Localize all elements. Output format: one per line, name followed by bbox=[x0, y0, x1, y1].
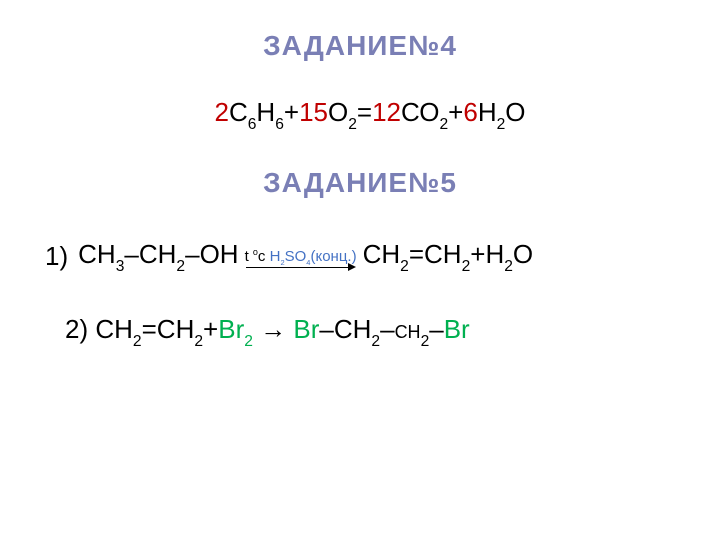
r3-dbl: = bbox=[142, 314, 157, 344]
r3-s2e: 2 bbox=[421, 333, 430, 350]
task-5-heading: ЗАДАНИЕ№5 bbox=[40, 167, 680, 199]
r3-ch2b: СН bbox=[157, 314, 195, 344]
r3-s2a: 2 bbox=[133, 333, 142, 350]
list-number-1: 1) bbox=[45, 241, 68, 272]
list-number-2: 2) bbox=[65, 314, 88, 344]
elem-C: С bbox=[229, 97, 248, 127]
reactant-block: СН3–СН2–ОН bbox=[78, 239, 238, 274]
elem-C2: С bbox=[401, 97, 419, 127]
reaction-arrow: t oc H2SO4(конц.) bbox=[245, 243, 357, 271]
sub-2a: 2 bbox=[348, 116, 357, 133]
ch3: СН bbox=[78, 239, 116, 269]
coef-12: 12 bbox=[372, 97, 401, 127]
r3-s2b: 2 bbox=[194, 333, 203, 350]
equation-combustion: 2С6Н6+15О2=12СО2+6Н2О bbox=[40, 97, 680, 132]
coef-6: 6 bbox=[463, 97, 477, 127]
elem-O: О bbox=[328, 97, 348, 127]
plus2: + bbox=[448, 97, 463, 127]
psub2b: 2 bbox=[400, 258, 409, 275]
dash2: – bbox=[185, 239, 199, 269]
arrow-line-icon bbox=[246, 263, 356, 271]
sub-3: 3 bbox=[116, 258, 125, 275]
pch2: СН bbox=[363, 239, 401, 269]
sub-2b: 2 bbox=[439, 116, 448, 133]
r3-ch2d: cн bbox=[395, 314, 421, 344]
sub-6b: 6 bbox=[275, 116, 284, 133]
r3-ch2c: СН bbox=[334, 314, 372, 344]
psub2c: 2 bbox=[462, 258, 471, 275]
pch2b: СН bbox=[424, 239, 462, 269]
coef-15: 15 bbox=[299, 97, 328, 127]
r3-s2c: 2 bbox=[244, 333, 253, 350]
sub-2c: 2 bbox=[497, 116, 506, 133]
r3-s2d: 2 bbox=[371, 333, 380, 350]
equation-dehydration: 1) СН3–СН2–ОН t oc H2SO4(конц.) СН2=СН2+… bbox=[40, 239, 680, 274]
task-4-heading: ЗАДАНИЕ№4 bbox=[40, 30, 680, 62]
dbl: = bbox=[409, 239, 424, 269]
r3-plus: + bbox=[203, 314, 218, 344]
r3-arrow: → bbox=[253, 314, 293, 344]
ch2a: СН bbox=[139, 239, 177, 269]
elem-O3: О bbox=[505, 97, 525, 127]
sub-6: 6 bbox=[248, 116, 257, 133]
psub2d: 2 bbox=[504, 258, 513, 275]
equation-bromination: 2) СН2=СН2+Br2 → Br–СН2–cн2–Br bbox=[40, 314, 680, 349]
oh: ОН bbox=[200, 239, 239, 269]
elem-H: Н bbox=[256, 97, 275, 127]
r3-br-l: Br bbox=[293, 314, 319, 344]
dash1: – bbox=[124, 239, 138, 269]
r3-d2: – bbox=[380, 314, 394, 344]
po: О bbox=[513, 239, 533, 269]
r3-br2: Br bbox=[218, 314, 244, 344]
r3-br-r: Br bbox=[444, 314, 470, 344]
coef-2: 2 bbox=[214, 97, 228, 127]
elem-H2: Н bbox=[478, 97, 497, 127]
equals: = bbox=[357, 97, 372, 127]
plus: + bbox=[284, 97, 299, 127]
elem-O2: О bbox=[419, 97, 439, 127]
ph2: Н bbox=[485, 239, 504, 269]
product-block: СН2=СН2+Н2О bbox=[363, 239, 534, 274]
r3-ch2a: СН bbox=[95, 314, 133, 344]
pplus: + bbox=[470, 239, 485, 269]
r3-d1: – bbox=[319, 314, 333, 344]
r3-d3: – bbox=[429, 314, 443, 344]
sub2a: 2 bbox=[176, 258, 185, 275]
